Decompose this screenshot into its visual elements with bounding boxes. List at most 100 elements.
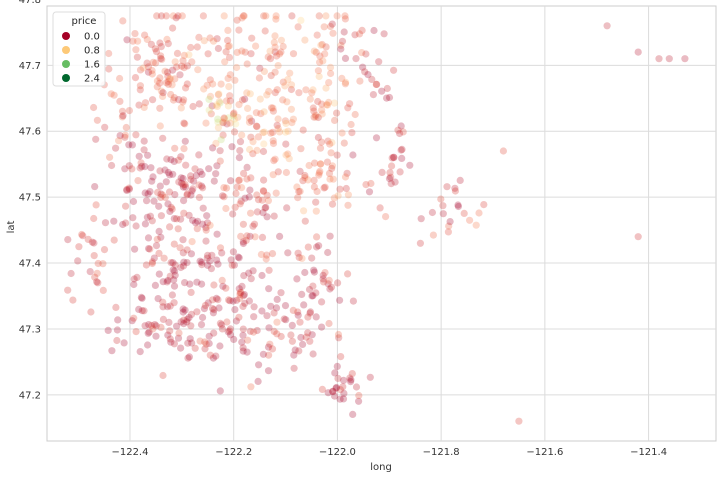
scatter-point [246, 90, 254, 98]
scatter-point [270, 327, 278, 335]
scatter-point [187, 172, 195, 180]
scatter-point [141, 163, 149, 171]
scatter-point [289, 115, 297, 123]
scatter-point [249, 150, 257, 158]
scatter-point [177, 104, 185, 112]
scatter-point [267, 72, 275, 80]
scatter-point [340, 139, 348, 147]
scatter-point [282, 140, 290, 148]
scatter-point [214, 260, 222, 268]
scatter-point [221, 58, 229, 66]
scatter-point [356, 77, 364, 85]
scatter-point [104, 326, 112, 334]
scatter-point [132, 46, 140, 54]
scatter-point [159, 278, 167, 286]
scatter-point [143, 35, 151, 44]
legend-label: 0.8 [84, 46, 100, 57]
scatter-point [326, 140, 334, 148]
scatter-point [155, 270, 163, 278]
scatter-point [86, 268, 94, 276]
scatter-point [167, 156, 175, 164]
scatter-point [75, 243, 83, 251]
scatter-point [310, 266, 318, 274]
scatter-point [177, 215, 185, 223]
scatter-point [260, 12, 268, 20]
scatter-point [110, 236, 118, 244]
x-tick-label: −122.2 [215, 447, 252, 458]
scatter-point [259, 147, 268, 156]
scatter-point [266, 55, 275, 63]
scatter-point [276, 50, 284, 58]
scatter-point [224, 42, 232, 51]
scatter-point [346, 100, 354, 108]
scatter-point [171, 144, 179, 152]
scatter-point [112, 144, 120, 152]
scatter-point [326, 63, 335, 71]
scatter-point [176, 244, 184, 252]
scatter-point [318, 385, 326, 393]
scatter-point [146, 245, 154, 253]
scatter-point [320, 278, 328, 286]
legend-marker [62, 74, 70, 82]
scatter-point [235, 313, 243, 321]
scatter-point [149, 325, 157, 333]
scatter-point [136, 66, 145, 74]
scatter-point [143, 213, 151, 221]
scatter-point [480, 201, 488, 209]
scatter-point [159, 89, 167, 97]
scatter-point [121, 131, 129, 139]
scatter-point [253, 123, 261, 131]
scatter-point [166, 207, 174, 215]
scatter-point [172, 14, 180, 22]
scatter-point [187, 43, 195, 52]
scatter-point [313, 187, 321, 196]
scatter-point [383, 84, 391, 93]
scatter-point [166, 75, 174, 83]
scatter-point [235, 101, 243, 109]
scatter-point [204, 251, 212, 259]
scatter-point [122, 219, 130, 227]
scatter-point [259, 350, 267, 358]
scatter-point [267, 104, 276, 112]
scatter-point [88, 238, 96, 246]
legend-marker [62, 32, 70, 40]
scatter-point [264, 367, 273, 375]
scatter-point [299, 340, 307, 348]
scatter-point [248, 34, 256, 42]
scatter-point [138, 294, 146, 302]
scatter-point [208, 102, 216, 110]
x-axis-label: long [370, 462, 392, 473]
scatter-point [225, 296, 233, 304]
scatter-point [245, 269, 253, 277]
scatter-point [380, 30, 388, 38]
scatter-point [69, 296, 77, 304]
scatter-point [156, 104, 164, 112]
scatter-point [156, 182, 164, 190]
scatter-point [310, 183, 318, 191]
scatter-point [388, 154, 396, 162]
scatter-point [316, 144, 325, 152]
scatter-point [378, 168, 386, 176]
scatter-point [195, 33, 203, 42]
scatter-point [213, 256, 221, 264]
y-tick-label: 47.3 [19, 324, 41, 335]
scatter-point [416, 239, 424, 247]
scatter-point [272, 12, 280, 20]
scatter-point [118, 107, 127, 115]
scatter-point [116, 97, 124, 105]
scatter-point [188, 339, 196, 347]
scatter-point [151, 281, 159, 289]
scatter-point [234, 113, 242, 121]
scatter-point [209, 144, 217, 152]
scatter-point [212, 139, 220, 147]
scatter-point [245, 193, 253, 201]
scatter-point [341, 80, 349, 88]
y-tick-label: 47.5 [19, 193, 41, 204]
scatter-point [233, 296, 241, 304]
scatter-point [148, 258, 156, 266]
scatter-point [228, 143, 236, 151]
scatter-point [317, 160, 325, 168]
scatter-point [272, 304, 281, 312]
scatter-point [201, 338, 209, 346]
scatter-point [204, 299, 212, 307]
